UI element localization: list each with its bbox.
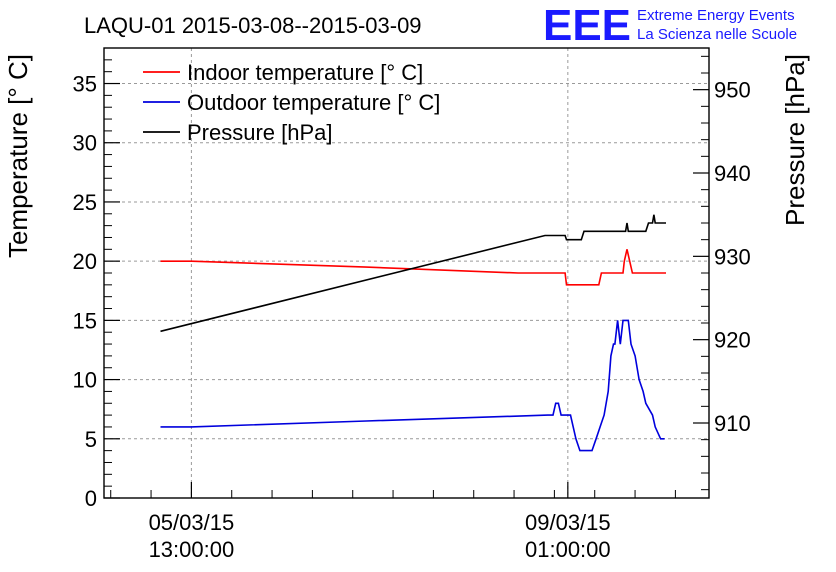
legend-label: Indoor temperature [° C] [187,60,423,85]
legend-label: Pressure [hPa] [187,120,333,145]
series-line-pressure-hpa [160,214,666,333]
y-tick-label-left: 35 [73,72,97,97]
y-axis-label-left: Temperature [° C] [3,54,33,258]
series-layer [160,214,666,452]
brand-line-1: Extreme Energy Events [637,7,795,24]
y-tick-label-right: 920 [714,328,751,353]
y-tick-label-right: 910 [714,411,751,436]
legend-label: Outdoor temperature [° C] [187,90,440,115]
brand-line-2: La Scienza nelle Scuole [637,26,797,43]
y-tick-label-left: 5 [85,427,97,452]
eee-logo-text: EEE [543,1,631,50]
grid [104,48,709,498]
y-tick-label-left: 10 [73,368,97,393]
series-line-indoor-temperature-c [160,249,666,286]
chart-title: LAQU-01 2015-03-08--2015-03-09 [84,13,422,38]
x-tick-label-time: 01:00:00 [525,537,611,562]
y-tick-label-left: 30 [73,131,97,156]
y-tick-label-right: 930 [714,244,751,269]
legend: Indoor temperature [° C] Outdoor temperat… [143,60,440,145]
y-tick-label-left: 20 [73,249,97,274]
x-tick-label-date: 05/03/15 [149,510,235,535]
y-tick-label-right: 940 [714,161,751,186]
y-tick-label-left: 25 [73,190,97,215]
x-tick-label-time: 13:00:00 [149,537,235,562]
eee-logo: EEE Extreme Energy Events La Scienza nel… [543,1,797,50]
y-tick-label-right: 950 [714,78,751,103]
y-axis-label-right: Pressure [hPa] [780,54,810,226]
series-line-outdoor-temperature-c [160,319,665,452]
x-tick-label-date: 09/03/15 [525,510,611,535]
y-tick-label-left: 15 [73,308,97,333]
y-tick-label-left: 0 [85,486,97,511]
ticks: 0 5 10 15 20 25 30 35 910 920 930 940 950 05/03/1513:… [73,55,751,562]
